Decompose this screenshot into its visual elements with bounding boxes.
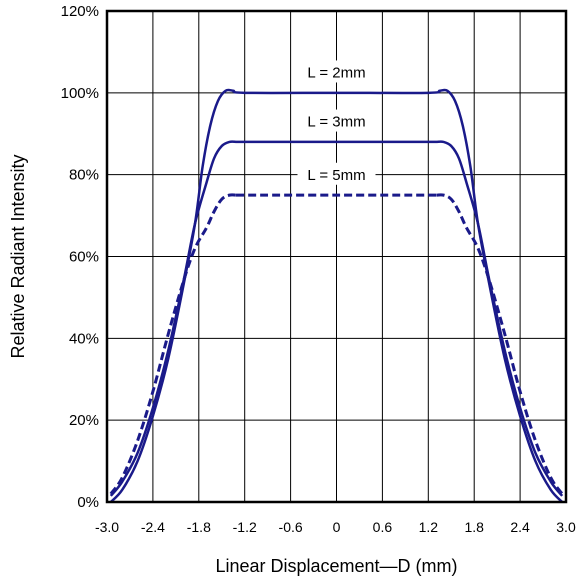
x-tick-label: 0.6 [373,519,393,535]
x-axis-label: Linear Displacement—D (mm) [215,556,457,576]
curve-label-background [297,162,376,185]
y-tick-label: 20% [69,412,99,429]
curve-labels: L = 2mm L = 3mm L = 5mm [297,60,376,185]
y-tick-label: 60% [69,249,99,266]
series-line-3 [109,193,564,495]
x-tick-label: -1.2 [233,519,257,535]
y-tick-labels: 0% 20% 40% 60% 80% 100% 120% [61,3,99,511]
curve-label: L = 3mm [307,114,365,131]
curve-label: L = 2mm [307,64,365,81]
x-tick-label: -3.0 [95,519,119,535]
series-line-1 [109,88,564,503]
x-tick-label: -2.4 [141,519,165,535]
y-tick-label: 120% [61,3,99,20]
grid-lines [107,11,566,502]
y-tick-label: 80% [69,167,99,184]
curve-label: L = 5mm [307,167,365,184]
x-tick-label: 1.2 [419,519,439,535]
y-tick-label: 0% [77,494,99,511]
y-axis-label: Relative Radiant Intensity [8,154,28,358]
y-tick-label: 40% [69,330,99,347]
x-tick-label: 2.4 [510,519,530,535]
x-tick-label: 3.0 [556,519,576,535]
x-tick-label: 0 [333,519,341,535]
curve-label-background [297,109,376,132]
series-lines [109,88,564,503]
x-tick-labels: -3.0 -2.4 -1.8 -1.2 -0.6 0 0.6 1.2 1.8 2.4 3.0 [95,519,576,535]
x-tick-label: -0.6 [279,519,303,535]
y-tick-label: 100% [61,85,99,102]
x-tick-label: -1.8 [187,519,211,535]
series-line-2 [109,140,564,497]
plot-frame [105,9,568,504]
curve-label-background [297,60,376,83]
x-tick-label: 1.8 [464,519,484,535]
